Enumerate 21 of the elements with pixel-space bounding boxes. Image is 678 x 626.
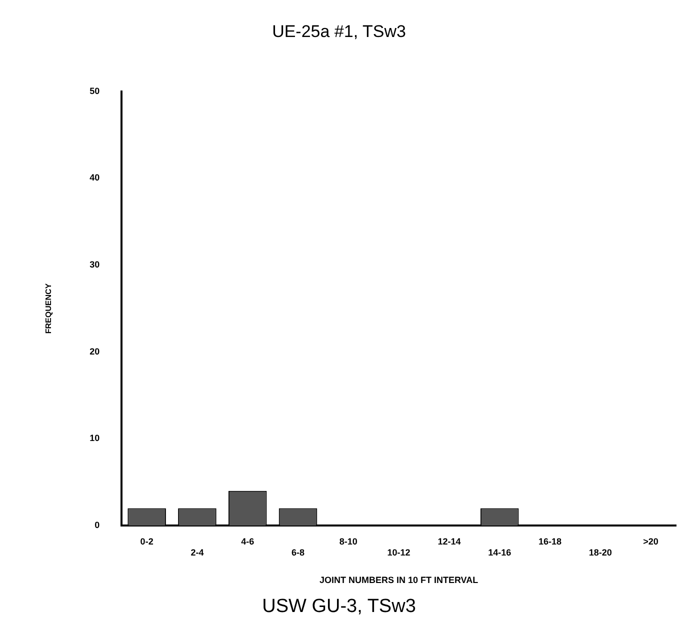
chart-title: UE-25a #1, TSw3 [271, 22, 407, 42]
x-tick-label: 0-2 [140, 536, 154, 546]
y-tick-label: 20 [90, 346, 100, 356]
y-tick-label: 30 [90, 260, 100, 270]
x-tick-label: 8-10 [339, 536, 358, 546]
x-tick-label: 6-8 [292, 547, 305, 558]
x-tick-label: 2-4 [190, 547, 204, 558]
y-axis-title: FREQUENCY [44, 282, 54, 334]
x-tick-label: 14-16 [488, 547, 512, 558]
y-tick-label: 50 [90, 86, 100, 96]
x-tick-label: >20 [643, 536, 658, 546]
x-tick-label: 16-18 [538, 536, 562, 546]
x-tick-label: 10-12 [387, 547, 410, 558]
text: USW GU-3, TSw3 [261, 596, 417, 618]
x-tick-label: 4-6 [241, 536, 254, 546]
x-axis-title: JOINT NUMBERS IN 10 FT INTERVAL [319, 575, 479, 586]
y-tick-label: 10 [90, 433, 100, 444]
y-tick-label: 0 [94, 520, 100, 530]
x-tick-label: 18-20 [588, 547, 612, 558]
y-tick-label: 40 [90, 172, 100, 183]
x-tick-label: 12-14 [438, 536, 461, 546]
